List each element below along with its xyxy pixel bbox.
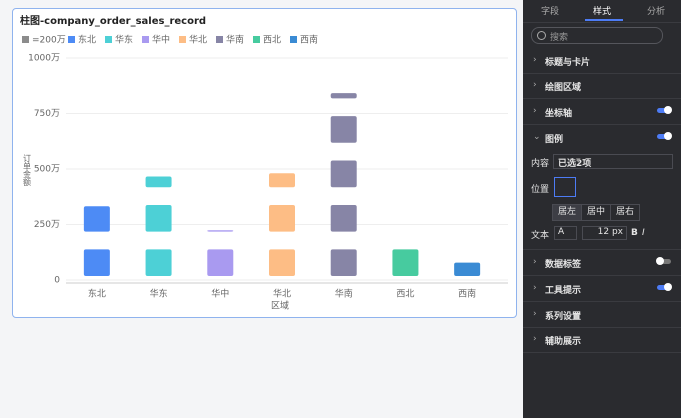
legend-symbol — [179, 36, 186, 43]
section[interactable]: › 坐标轴 — [523, 99, 681, 125]
section-title: 标题与卡片 — [545, 58, 591, 68]
legend-symbol — [22, 36, 29, 43]
x-tick-label: 华北 — [273, 288, 291, 300]
y-tick-label: 500万 — [34, 165, 60, 175]
legend-label: 东北 — [78, 34, 96, 46]
bold-button[interactable]: B — [631, 228, 638, 238]
legend-label: 华东 — [115, 34, 133, 46]
section-title: 坐标轴 — [545, 109, 573, 119]
legend-label: 华北 — [189, 34, 207, 46]
section-title: 数据标签 — [545, 260, 582, 270]
section[interactable]: › 数据标签 — [523, 250, 681, 276]
bar-symbol — [269, 204, 295, 232]
toggle[interactable] — [657, 132, 672, 140]
select-value: 已选2项 — [558, 159, 592, 169]
section[interactable]: › 系列设置 — [523, 302, 681, 328]
italic-button[interactable]: I — [642, 228, 645, 238]
section[interactable]: › 绘图区域 — [523, 73, 681, 99]
x-axis-label: 区域 — [271, 300, 289, 312]
bar-symbol — [207, 230, 234, 232]
legend-symbol — [68, 36, 75, 43]
font-size[interactable]: 12 px — [582, 226, 627, 240]
legend-label: 西北 — [263, 35, 281, 46]
bar-symbol — [392, 249, 419, 276]
x-tick-label: 华东 — [150, 288, 168, 300]
section-title: 辅助展示 — [545, 337, 582, 347]
y-axis-label: 订单金额 — [23, 153, 32, 187]
bar-symbol — [330, 116, 357, 143]
x-tick-label: 华中 — [211, 288, 229, 300]
bar-symbol — [454, 262, 481, 276]
x-tick-label: 西南 — [458, 288, 476, 300]
divider — [523, 22, 681, 23]
tab-underline — [585, 19, 623, 21]
chart: 柱图-company_order_sales_record 区域 订单金额 0 2… — [20, 14, 508, 312]
y-tick-label: 250万 — [34, 220, 60, 230]
toggle[interactable] — [656, 257, 671, 265]
position-option[interactable] — [554, 177, 576, 197]
legend-label: 华南 — [226, 34, 244, 46]
toggle[interactable] — [657, 283, 672, 291]
search-icon — [537, 31, 546, 40]
legend-symbol — [216, 36, 223, 43]
y-tick-label: 750万 — [34, 109, 60, 119]
settings-panel: 字段 样式 分析 搜索 › 标题与卡片 › 绘图区域 › 坐标轴 ⌄ 图例 内容 已选2… — [523, 0, 681, 418]
bar-symbol — [145, 249, 172, 276]
align-button[interactable]: 居右 — [610, 204, 640, 221]
align-button[interactable]: 居中 — [581, 204, 611, 221]
bar-symbol — [330, 93, 357, 99]
search-placeholder: 搜索 — [550, 33, 569, 43]
bar-symbol — [83, 249, 110, 276]
tab[interactable]: 字段 — [541, 7, 560, 17]
y-tick-label: 0 — [54, 276, 60, 286]
select[interactable]: 已选2项 ▾ — [553, 154, 673, 169]
legend-label: 华中 — [152, 34, 170, 46]
section-title: 工具提示 — [545, 286, 582, 296]
bar-symbol — [330, 204, 357, 232]
legend-symbol — [290, 36, 297, 43]
legend-label: 西南 — [300, 34, 318, 46]
toggle[interactable] — [657, 106, 672, 114]
section-title: 绘图区域 — [545, 83, 582, 93]
legend-label: =200万 — [32, 36, 66, 46]
section-title: 系列设置 — [545, 312, 582, 322]
legend-symbol — [253, 36, 260, 43]
section[interactable]: › 标题与卡片 — [523, 48, 681, 74]
legend-symbol — [142, 36, 149, 43]
section[interactable]: › 辅助展示 — [523, 327, 681, 353]
bar-symbol — [207, 249, 234, 276]
x-tick-label: 东北 — [88, 288, 106, 300]
section[interactable]: › 工具提示 — [523, 276, 681, 302]
bar-symbol — [269, 249, 295, 276]
legend-symbol — [105, 36, 112, 43]
bar-symbol — [330, 160, 357, 188]
section[interactable]: ⌄ 图例 内容 已选2项 ▾ 位置 居左 居中 居右 文本 A 12 px B I — [523, 125, 681, 250]
y-tick-label: 1000万 — [28, 54, 60, 64]
bar-symbol — [145, 204, 172, 232]
x-tick-label: 西北 — [396, 289, 414, 300]
tab-active[interactable]: 样式 — [593, 7, 612, 17]
bar-symbol — [330, 249, 357, 276]
bar-symbol — [145, 176, 172, 188]
field-label: 文本 — [531, 231, 550, 241]
search-box[interactable]: 搜索 — [531, 27, 663, 44]
chart-title: 柱图-company_order_sales_record — [20, 14, 206, 27]
align-group: 居左 居中 居右 — [552, 204, 642, 221]
font-select[interactable]: A — [554, 226, 577, 240]
section-title: 图例 — [545, 135, 564, 145]
field-label: 内容 — [531, 159, 550, 169]
x-tick-label: 华南 — [335, 288, 353, 300]
field-label: 位置 — [531, 185, 550, 195]
bar-symbol — [83, 206, 110, 232]
align-button[interactable]: 居左 — [552, 204, 582, 221]
tab[interactable]: 分析 — [647, 7, 666, 17]
bar-symbol — [269, 173, 295, 188]
